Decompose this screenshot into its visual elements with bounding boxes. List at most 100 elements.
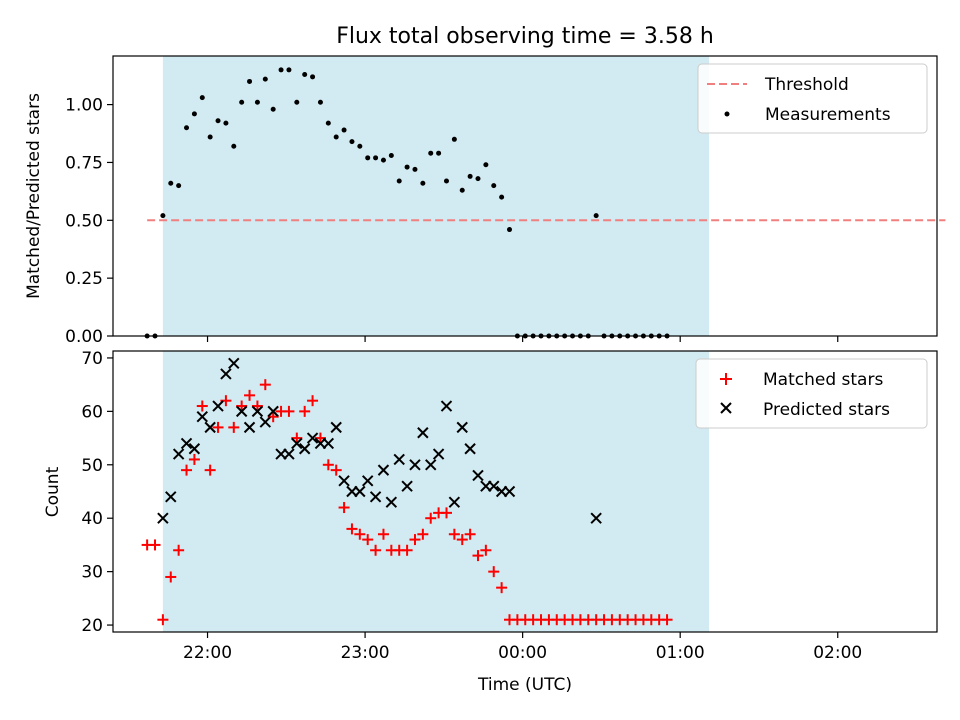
measurement-point (373, 155, 379, 161)
predicted-point (235, 405, 248, 418)
matched-point (661, 614, 673, 626)
measurement-point (207, 134, 213, 140)
predicted-point (362, 475, 374, 487)
predicted-point (220, 368, 232, 380)
predicted-point (369, 491, 382, 503)
matched-point (480, 544, 492, 556)
predicted-point (157, 512, 169, 524)
predicted-point (291, 437, 303, 450)
legend-measurements-label: Measurements (765, 105, 891, 125)
predicted-point (464, 443, 476, 455)
y-tick-label: 0.00 (65, 327, 103, 347)
predicted-point (385, 496, 398, 508)
matched-point (204, 464, 216, 476)
legend-predicted-label: Predicted stars (763, 400, 890, 420)
y-tick-label: 1.00 (65, 96, 103, 116)
measurement-point (341, 127, 347, 133)
matched-point (346, 523, 358, 535)
measurement-point (443, 178, 449, 184)
measurement-point (247, 78, 253, 84)
measurement-point (365, 155, 371, 161)
predicted-point (432, 448, 445, 460)
predicted-point (204, 421, 216, 434)
matched-point (370, 544, 382, 556)
measurement-point (507, 227, 513, 233)
count-panel-frame (112, 350, 938, 633)
predicted-point (377, 464, 390, 476)
y-tick-label: 50 (81, 456, 103, 476)
matched-point (196, 400, 208, 412)
matched-point (251, 400, 263, 412)
count-panel-legend: Matched stars Predicted stars (695, 358, 928, 429)
measurement-point (310, 74, 316, 80)
predicted-point (267, 405, 279, 418)
predicted-point (417, 427, 429, 439)
observing-span (162, 351, 710, 632)
ratio-panel-frame (112, 55, 938, 337)
predicted-point (590, 512, 602, 524)
count-panel: 22:00 23:00 00:00 01:00 02:00 20 30 40 50 60 70 C… (43, 349, 938, 695)
predicted-point (488, 480, 500, 492)
matched-point (338, 502, 350, 514)
measurement-point (333, 134, 339, 140)
measurement-point (231, 143, 237, 149)
measurement-point (412, 166, 418, 172)
matched-point (330, 464, 342, 476)
matched-point (188, 453, 200, 465)
measurement-point (467, 173, 473, 179)
matched-point (259, 379, 271, 391)
x-tick-label: 22:00 (183, 643, 232, 663)
count-panel-x-axis-label: Time (UTC) (477, 675, 572, 695)
measurement-point (420, 180, 426, 186)
matched-point (496, 582, 508, 594)
legend-predicted-swatch (720, 402, 732, 414)
y-tick-label: 20 (81, 616, 103, 636)
predicted-point (448, 496, 461, 508)
observing-span (162, 56, 710, 336)
matched-point (354, 528, 366, 540)
measurement-point (302, 72, 308, 78)
measurement-point (294, 99, 300, 105)
matched-point (173, 544, 185, 556)
matched-point (401, 544, 413, 556)
matched-point (165, 571, 177, 583)
predicted-point (330, 421, 342, 434)
predicted-point (306, 432, 319, 444)
predicted-point (322, 437, 335, 450)
matched-point (464, 528, 476, 540)
measurement-point (215, 118, 221, 124)
measurement-point (184, 125, 190, 131)
measurement-point (317, 99, 323, 105)
legend-matched-swatch (720, 373, 732, 385)
legend-measurements-swatch (724, 111, 730, 117)
matched-point (425, 512, 437, 524)
predicted-point (228, 357, 240, 369)
measurement-point (499, 194, 505, 200)
predicted-point (180, 437, 193, 450)
measurement-point (325, 120, 331, 126)
measurement-point (199, 95, 205, 101)
predicted-point (425, 459, 437, 471)
matched-point (456, 534, 468, 546)
matched-point (157, 614, 169, 626)
y-tick-label: 70 (81, 349, 103, 369)
measurement-point (436, 150, 442, 156)
predicted-point (503, 485, 516, 498)
measurement-point (168, 180, 174, 186)
matched-point (488, 566, 500, 578)
ratio-panel-legend: Threshold Measurements (697, 63, 928, 134)
measurement-point (388, 153, 394, 159)
x-tick-label: 23:00 (341, 643, 390, 663)
matched-point (377, 528, 389, 540)
measurement-point (459, 187, 465, 193)
measurement-point (262, 76, 268, 82)
measurement-point (483, 162, 489, 168)
matched-point (283, 405, 295, 417)
measurement-point (160, 213, 166, 219)
measurement-point (349, 139, 355, 145)
predicted-point (401, 480, 413, 492)
predicted-point (212, 400, 224, 412)
measurement-point (428, 150, 434, 156)
matched-point (228, 421, 240, 433)
